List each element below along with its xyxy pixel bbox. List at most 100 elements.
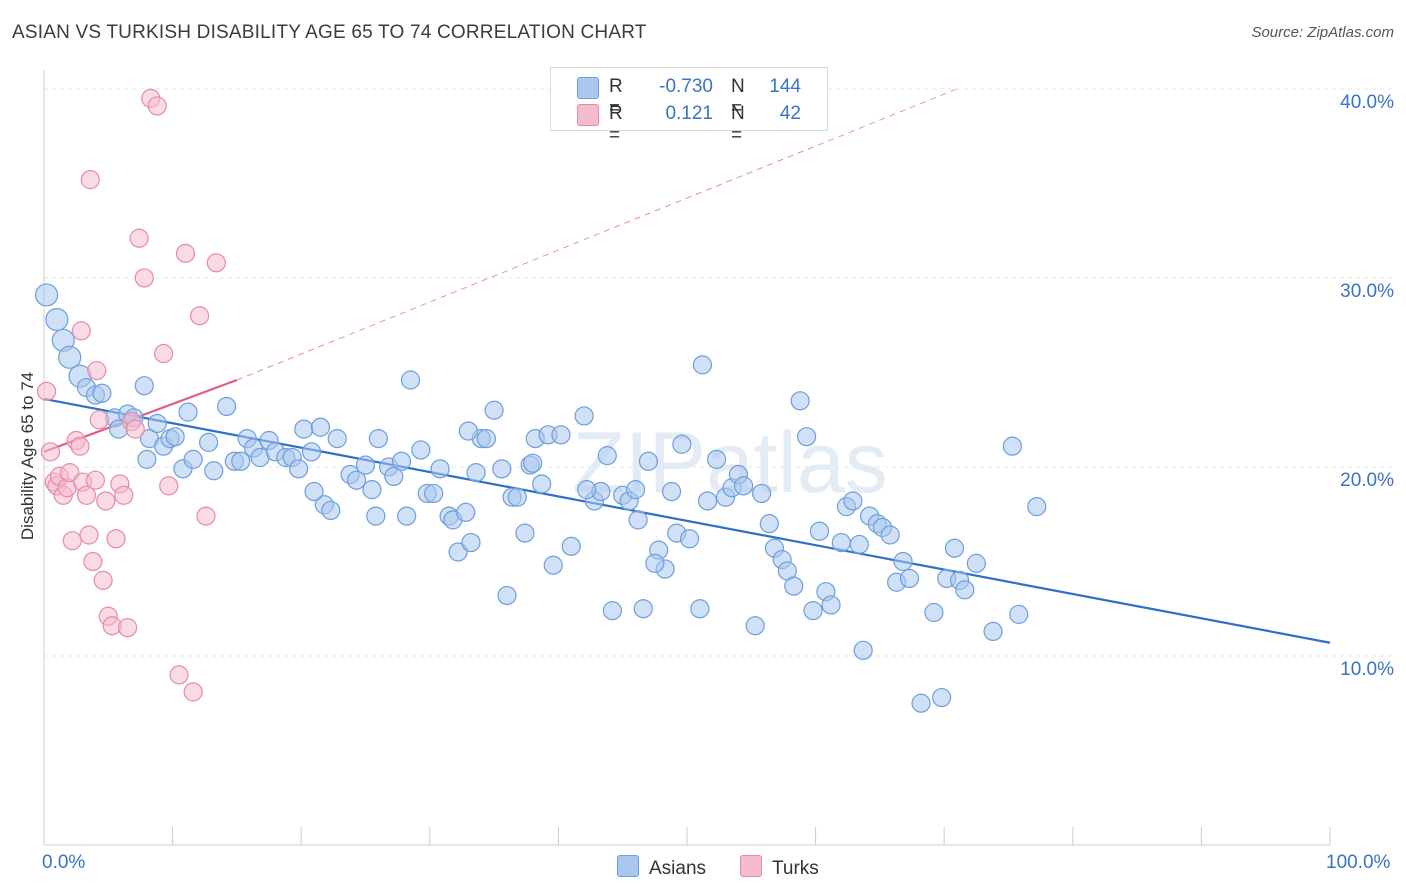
point-turks <box>196 506 216 526</box>
point-asians <box>955 580 975 600</box>
point-turks <box>153 343 174 364</box>
point-asians <box>384 466 404 487</box>
n-value: 144 <box>769 76 801 97</box>
point-turks <box>83 551 103 572</box>
point-turks <box>125 419 145 439</box>
point-asians <box>661 481 682 502</box>
point-asians <box>625 480 646 500</box>
data-points <box>34 88 1047 713</box>
point-asians <box>497 585 517 606</box>
point-turks <box>175 243 196 263</box>
point-asians <box>561 536 581 556</box>
point-asians <box>217 396 237 417</box>
point-asians <box>397 506 417 526</box>
point-asians <box>944 538 965 558</box>
y-tick-label: 40.0% <box>1340 91 1394 113</box>
point-turks <box>190 306 210 326</box>
legend-swatch-asians <box>617 855 639 877</box>
point-asians <box>932 687 952 708</box>
point-asians <box>301 442 322 462</box>
legend-swatch-turks <box>740 855 762 877</box>
point-asians <box>745 616 765 636</box>
grid-lines <box>44 88 1392 657</box>
point-asians <box>523 453 543 473</box>
point-asians <box>458 421 478 441</box>
point-asians <box>1027 497 1047 517</box>
point-turks <box>89 410 109 430</box>
turks-swatch <box>577 104 599 126</box>
point-asians <box>831 532 851 553</box>
point-asians <box>484 400 504 420</box>
stats-box: R = -0.730 N = 144 R = 0.121 N = 42 <box>550 67 828 146</box>
point-asians <box>645 553 665 573</box>
point-asians <box>231 451 251 471</box>
point-asians <box>355 455 376 475</box>
point-asians <box>759 514 779 534</box>
point-asians <box>706 449 727 469</box>
point-asians <box>784 576 804 596</box>
point-asians <box>391 451 412 471</box>
point-turks <box>85 470 106 490</box>
point-turks <box>80 170 100 190</box>
point-asians <box>456 502 476 522</box>
point-asians <box>466 463 486 483</box>
point-asians <box>368 428 388 449</box>
n-value: 42 <box>779 103 801 124</box>
point-asians <box>733 476 754 496</box>
legend-label-turks: Turks <box>772 858 819 879</box>
point-turks <box>206 253 226 273</box>
point-asians <box>366 506 386 526</box>
point-turks <box>87 360 107 381</box>
point-asians <box>204 461 224 481</box>
point-turks <box>114 485 134 505</box>
asians-swatch <box>577 77 599 99</box>
point-asians <box>304 481 324 502</box>
trend-lines <box>43 88 1331 644</box>
point-asians <box>515 523 535 543</box>
point-asians <box>294 419 314 439</box>
point-asians <box>178 402 198 422</box>
point-asians <box>45 307 69 332</box>
point-asians <box>853 640 873 660</box>
point-asians <box>803 601 823 621</box>
point-turks <box>96 491 116 511</box>
point-asians <box>911 693 931 713</box>
point-asians <box>983 621 1003 642</box>
point-asians <box>821 595 841 615</box>
point-asians <box>430 459 450 479</box>
point-turks <box>79 525 99 545</box>
point-asians <box>92 383 112 403</box>
point-asians <box>690 599 710 619</box>
source-credit: Source: ZipAtlas.com <box>1251 24 1394 41</box>
n-label: N = <box>731 76 745 119</box>
point-asians <box>751 483 772 504</box>
point-asians <box>1009 604 1029 624</box>
point-asians <box>672 434 692 454</box>
y-tick-label: 10.0% <box>1340 658 1394 680</box>
point-asians <box>899 568 920 589</box>
point-asians <box>411 440 431 460</box>
r-label: R = <box>609 76 623 119</box>
point-asians <box>346 470 367 490</box>
point-turks <box>93 570 113 590</box>
point-turks <box>36 381 57 401</box>
point-asians <box>796 427 817 447</box>
point-asians <box>1002 436 1022 456</box>
point-asians <box>924 602 944 623</box>
point-asians <box>574 406 594 426</box>
point-turks <box>159 476 179 496</box>
point-asians <box>809 521 830 541</box>
point-asians <box>679 529 700 549</box>
point-turks <box>183 682 203 702</box>
legend-item-asians[interactable]: Asians <box>617 852 706 879</box>
n-label: N = <box>731 103 745 146</box>
point-turks <box>62 531 82 551</box>
legend-item-turks[interactable]: Turks <box>740 852 819 879</box>
point-asians <box>34 283 59 307</box>
point-turks <box>76 485 97 505</box>
point-asians <box>448 542 468 562</box>
point-asians <box>843 491 863 511</box>
point-asians <box>492 459 512 479</box>
trend-line-asians <box>43 397 1331 644</box>
